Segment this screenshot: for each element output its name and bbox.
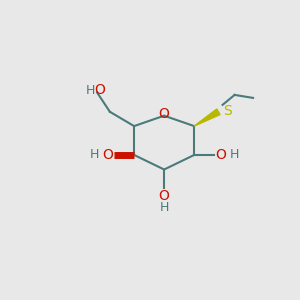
Text: H: H [85, 84, 95, 97]
Text: O: O [94, 83, 105, 97]
Text: H: H [160, 201, 169, 214]
Text: O: O [102, 148, 112, 162]
Text: S: S [224, 103, 232, 118]
Text: H: H [230, 148, 239, 161]
Text: O: O [215, 148, 226, 162]
Text: O: O [159, 107, 170, 121]
Text: O: O [159, 189, 170, 203]
Text: H: H [90, 148, 100, 161]
Polygon shape [194, 109, 220, 126]
